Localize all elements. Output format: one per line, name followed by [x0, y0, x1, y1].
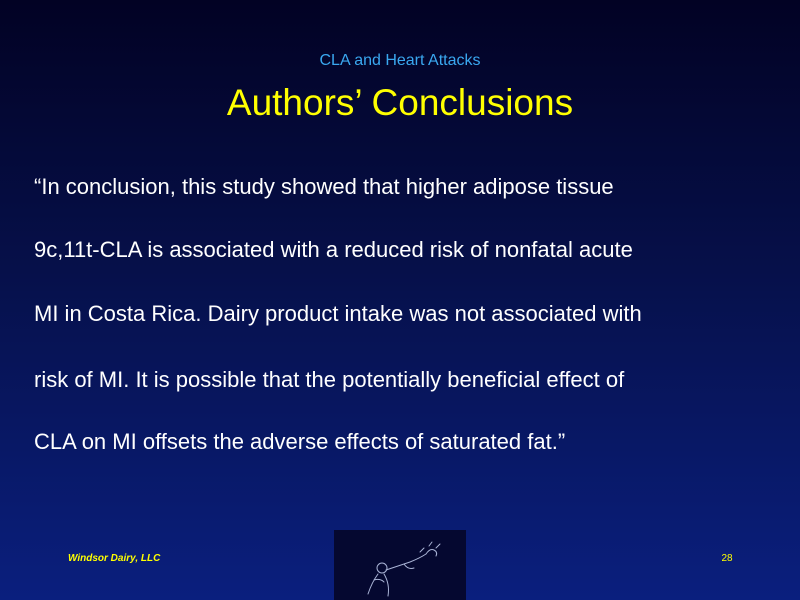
quote-line-5: CLA on MI offsets the adverse effects of…: [34, 429, 566, 454]
page-number: 28: [721, 553, 733, 564]
footer-company: Windsor Dairy, LLC: [68, 553, 161, 564]
slide-title: Authors’ Conclusions: [226, 82, 574, 123]
quote-line-1: “In conclusion, this study showed that h…: [34, 174, 614, 199]
logo-sketch-icon: [367, 541, 441, 597]
quote-line-2: 9c,11t-CLA is associated with a reduced …: [34, 237, 633, 262]
quote-line-4: risk of MI. It is possible that the pote…: [34, 367, 625, 392]
slide-subtitle: CLA and Heart Attacks: [319, 52, 481, 69]
quote-line-3: MI in Costa Rica. Dairy product intake w…: [34, 301, 642, 326]
sketch-figure-logo-icon: [334, 530, 466, 600]
